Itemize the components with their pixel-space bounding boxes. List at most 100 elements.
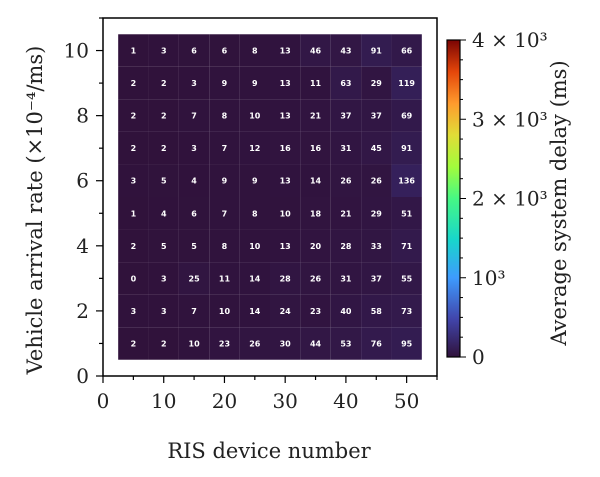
cell-value-label: 10 xyxy=(249,242,261,251)
heatmap-cell xyxy=(330,197,362,230)
cell-value-label: 43 xyxy=(340,47,351,56)
cell-value-label: 28 xyxy=(280,274,292,283)
heatmap-cell xyxy=(178,99,210,132)
x-tick-label: 10 xyxy=(151,389,176,413)
colorbar-tick-label: 2 × 10³ xyxy=(472,187,548,211)
heatmap-cell xyxy=(361,131,392,165)
heatmap-cell xyxy=(391,229,422,263)
cell-value-label: 28 xyxy=(340,242,352,251)
heatmap-cell xyxy=(148,164,179,197)
heatmap-cell xyxy=(330,294,362,328)
heatmap-cell xyxy=(178,294,210,328)
x-tick-label: 30 xyxy=(272,389,297,413)
heatmap-cell xyxy=(148,131,179,165)
cell-value-label: 2 xyxy=(131,79,137,88)
heatmap-cell xyxy=(209,131,240,165)
cell-value-label: 29 xyxy=(371,79,383,88)
cell-value-label: 26 xyxy=(340,177,352,186)
cell-value-label: 3 xyxy=(191,144,197,153)
cell-value-label: 3 xyxy=(161,47,167,56)
heatmap-cell xyxy=(330,99,362,132)
cell-value-label: 95 xyxy=(401,339,413,348)
heatmap-cell xyxy=(209,294,240,328)
heatmap-cell xyxy=(118,327,149,360)
cell-value-label: 16 xyxy=(310,144,322,153)
heatmap-cell xyxy=(239,294,270,328)
x-tick-label: 50 xyxy=(394,389,419,413)
cell-value-label: 3 xyxy=(161,274,167,283)
cell-value-label: 3 xyxy=(131,307,137,316)
heatmap-cell xyxy=(300,197,331,230)
axes-frame xyxy=(102,17,438,377)
cell-value-label: 63 xyxy=(340,79,351,88)
cell-value-label: 4 xyxy=(161,209,167,218)
heatmap-cell xyxy=(118,197,149,230)
heatmap-cell xyxy=(148,262,179,295)
cell-value-label: 25 xyxy=(189,274,201,283)
cell-value-label: 4 xyxy=(191,177,197,186)
cell-value-label: 2 xyxy=(161,144,167,153)
cell-value-label: 40 xyxy=(340,307,352,316)
cell-value-label: 10 xyxy=(249,112,261,121)
heatmap-cell xyxy=(209,197,240,230)
cell-value-label: 37 xyxy=(340,112,351,121)
cell-value-label: 26 xyxy=(310,274,322,283)
cell-value-label: 9 xyxy=(222,177,228,186)
colorbar-tick-label: 0 xyxy=(472,345,485,369)
cell-value-label: 3 xyxy=(161,307,167,316)
heatmap-cell xyxy=(270,197,301,230)
y-tick-label: 0 xyxy=(76,364,89,388)
heatmap-cell xyxy=(209,99,240,132)
y-tick-label: 10 xyxy=(64,39,89,63)
heatmap-cell xyxy=(148,34,179,67)
heatmap-cell xyxy=(361,294,392,328)
cell-value-label: 26 xyxy=(371,177,383,186)
y-tick-label: 4 xyxy=(76,234,89,258)
colorbar-label: Average system delay (ms) xyxy=(547,60,571,346)
cell-value-label: 8 xyxy=(252,209,258,218)
heatmap-cell xyxy=(391,294,422,328)
heatmap-cell xyxy=(361,229,392,263)
cell-value-label: 136 xyxy=(398,177,415,186)
heatmap-cell xyxy=(209,66,240,100)
heatmap-cell xyxy=(300,34,331,67)
cell-value-label: 91 xyxy=(371,47,383,56)
cell-value-label: 37 xyxy=(371,274,382,283)
cell-value-label: 13 xyxy=(280,47,291,56)
heatmap-cell xyxy=(178,262,210,295)
heatmap-cell xyxy=(209,164,240,197)
cell-value-label: 58 xyxy=(371,307,383,316)
cell-value-label: 5 xyxy=(191,242,197,251)
cell-value-label: 14 xyxy=(249,274,261,283)
heatmap-cell xyxy=(148,229,179,263)
heatmap-cell xyxy=(209,34,240,67)
heatmap-cell xyxy=(300,262,331,295)
heatmap-cell xyxy=(270,164,301,197)
heatmap-cell xyxy=(300,294,331,328)
cell-value-label: 91 xyxy=(401,144,413,153)
cell-value-label: 9 xyxy=(252,79,258,88)
y-tick-label: 6 xyxy=(76,169,89,193)
heatmap-cell xyxy=(300,131,331,165)
cell-value-label: 16 xyxy=(280,144,292,153)
cell-value-label: 13 xyxy=(280,177,291,186)
heatmap-cell xyxy=(300,66,331,100)
cell-value-label: 7 xyxy=(191,307,197,316)
cell-value-label: 23 xyxy=(310,307,321,316)
heatmap-cell xyxy=(270,262,301,295)
heatmap-cell xyxy=(178,164,210,197)
cell-value-label: 23 xyxy=(219,339,230,348)
heatmap-cell xyxy=(361,164,392,197)
heatmap-cell xyxy=(239,131,270,165)
x-tick-label: 40 xyxy=(333,389,358,413)
cell-value-label: 21 xyxy=(340,209,352,218)
heatmap-cell xyxy=(330,66,362,100)
heatmap-cell xyxy=(270,99,301,132)
heatmap-cell xyxy=(270,34,301,67)
heatmap-cell xyxy=(270,294,301,328)
cell-value-label: 31 xyxy=(340,144,352,153)
cell-value-label: 2 xyxy=(131,112,137,121)
cell-value-label: 11 xyxy=(310,79,322,88)
heatmap-cell xyxy=(330,131,362,165)
